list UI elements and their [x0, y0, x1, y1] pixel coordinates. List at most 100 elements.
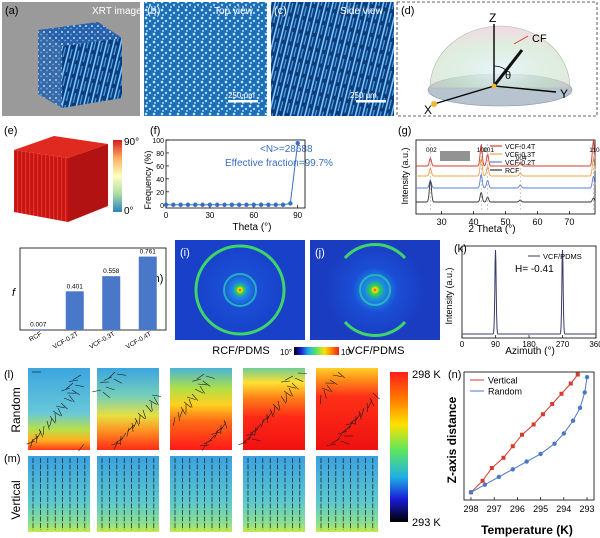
- random-fiber: [46, 420, 50, 430]
- random-fiber: [66, 382, 74, 390]
- h-value-label: 0.007: [30, 321, 47, 328]
- waxs-rcf-ring-outer: [194, 244, 286, 336]
- f-xtick-label: 0: [164, 211, 169, 220]
- random-fiber: [188, 398, 193, 408]
- random-fiber: [137, 412, 145, 420]
- random-fiber: [133, 419, 138, 429]
- f-ylabel: Frequency (%): [143, 150, 153, 209]
- h-category-label: VCF-0.3T: [88, 331, 116, 351]
- h-bar-vcf-0.4t: [138, 256, 157, 330]
- g-series-rcf: [416, 179, 596, 203]
- random-fiber: [277, 400, 281, 410]
- random-fiber: [120, 432, 127, 441]
- n-data-point: [531, 422, 536, 427]
- random-fiber: [173, 416, 176, 426]
- g-xtick-label: 50: [500, 217, 510, 227]
- random-fiber: [111, 442, 121, 446]
- random-fiber: [201, 442, 208, 451]
- random-fiber: [192, 378, 202, 382]
- f-ytick-label: 80: [156, 151, 164, 158]
- f-data-point: [288, 201, 293, 206]
- panel-n-chart: (n) Temperature (K) Z-axis distance 298 2…: [445, 369, 595, 537]
- g-series-vcf-0.3t: [416, 157, 596, 177]
- vcf-caption: VCF/PDMS: [348, 345, 405, 357]
- f-data-point: [185, 202, 191, 207]
- g-peak-label: 004: [516, 155, 527, 162]
- n-data-point: [575, 372, 580, 377]
- random-fiber: [74, 384, 84, 387]
- scale-bar-c-label: 250 μm: [350, 91, 377, 100]
- n-data-point: [482, 482, 488, 487]
- orientation-colorbar: [113, 140, 122, 212]
- random-fiber: [329, 379, 338, 386]
- n-data-point: [540, 412, 545, 417]
- red-cube-front: [14, 150, 68, 222]
- side-view-image: [271, 2, 394, 116]
- g-legend-label: VCF-0.3T: [505, 152, 536, 159]
- f-data-point: [163, 202, 169, 207]
- f-xtick-label: 30: [205, 211, 214, 220]
- panel-b-caption: Top view: [214, 6, 254, 17]
- cube-left-face: [38, 30, 62, 108]
- n-data-point: [501, 455, 506, 460]
- random-fiber: [323, 389, 327, 399]
- random-fiber: [55, 405, 65, 409]
- random-fiber: [338, 430, 348, 435]
- panel-i-label: (i): [180, 247, 190, 259]
- k-xtick-label: 90: [491, 340, 500, 349]
- random-fiber: [52, 410, 61, 417]
- waxs-vcf-pattern: [325, 240, 425, 340]
- hemisphere: [429, 25, 571, 89]
- f-ytick-label: 100: [152, 138, 164, 145]
- g-legend-label: VCF-0.2T: [505, 160, 536, 167]
- random-fiber: [238, 441, 248, 446]
- random-fiber: [223, 419, 228, 429]
- random-fiber: [131, 422, 134, 432]
- colorbar-max-label: 90°: [124, 137, 139, 148]
- carbon-fiber-rod: [492, 49, 524, 87]
- n-data-point: [582, 390, 587, 395]
- x-axis-tip: [431, 101, 437, 107]
- panel-j: (j): [310, 240, 440, 340]
- f-data-point: [215, 202, 220, 207]
- random-fiber: [38, 428, 44, 438]
- theta-label: θ: [505, 70, 511, 82]
- waxs-colorbar-high: 10⁶: [341, 348, 353, 357]
- k-annotation: H= -0.41: [515, 264, 554, 275]
- n-series-random: [470, 377, 588, 493]
- random-fiber: [332, 374, 342, 377]
- n-data-point: [552, 441, 557, 446]
- random-fiber: [208, 434, 216, 442]
- g-legend-label: VCF-0.4T: [505, 144, 536, 151]
- random-fiber: [153, 396, 159, 406]
- temperature-colorbar: 298 K 293 K: [390, 369, 441, 529]
- vertical-map-5: [316, 456, 378, 532]
- random-fiber: [215, 426, 224, 433]
- panel-g-chart: (g) 2 Theta (°) Intensity (a.u.) 30 40 50 6…: [398, 125, 600, 235]
- f-ytick-label: 20: [156, 190, 164, 197]
- random-fiber: [116, 373, 126, 376]
- random-fiber: [151, 394, 161, 397]
- g-peak-label: 110: [589, 147, 600, 154]
- n-frame: [463, 371, 595, 501]
- panel-a-caption: XRT image: [92, 6, 142, 17]
- n-data-point: [510, 444, 515, 449]
- f-data-point: [229, 202, 235, 207]
- random-fiber: [354, 415, 357, 426]
- n-xlabel: Temperature (K): [481, 523, 573, 537]
- random-fiber: [203, 439, 213, 445]
- f-ytick-label: 60: [156, 164, 164, 171]
- random-map-4: [243, 368, 305, 450]
- random-fiber: [194, 388, 204, 394]
- waxs-vcf-arc-top: [343, 243, 407, 260]
- random-fiber: [126, 427, 130, 437]
- random-fiber: [196, 373, 205, 380]
- random-fiber: [254, 426, 257, 436]
- n-data-point: [584, 374, 590, 380]
- random-fiber: [108, 371, 116, 379]
- f-data-point: [236, 202, 242, 207]
- f-data-point: [222, 202, 227, 207]
- random-fiber: [205, 375, 215, 379]
- random-fiber: [281, 380, 291, 383]
